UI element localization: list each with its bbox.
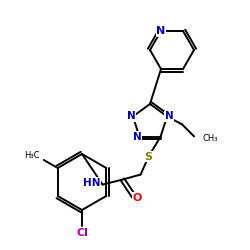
Text: H₃C: H₃C	[24, 152, 40, 160]
Text: HN: HN	[83, 178, 100, 188]
Text: N: N	[126, 112, 135, 122]
Text: N: N	[156, 26, 166, 36]
Text: N: N	[165, 112, 173, 122]
Text: N: N	[133, 132, 142, 141]
Text: S: S	[144, 152, 152, 162]
Text: Cl: Cl	[76, 228, 88, 238]
Text: CH₃: CH₃	[202, 134, 218, 143]
Text: O: O	[133, 192, 142, 202]
